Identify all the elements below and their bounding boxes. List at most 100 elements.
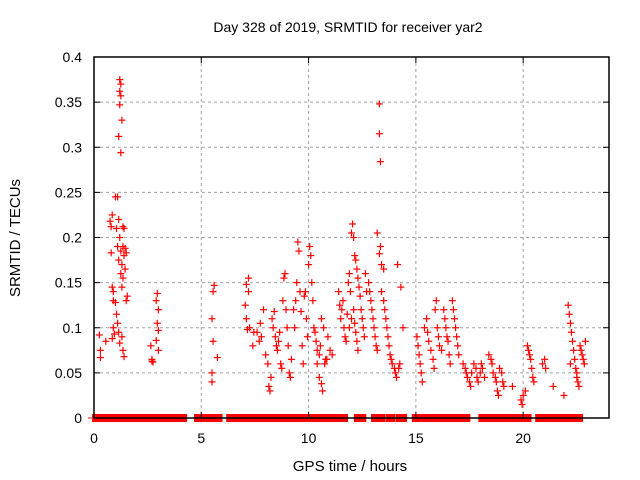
data-point [388, 360, 396, 368]
data-point [115, 215, 123, 223]
y-tick-label: 0.2 [63, 230, 83, 246]
data-point [517, 396, 525, 404]
data-point [429, 355, 437, 363]
data-point [310, 324, 318, 332]
data-point [283, 324, 291, 332]
data-point [354, 346, 362, 354]
data-point [523, 342, 531, 350]
data-point [453, 333, 461, 341]
y-tick-labels: 0 0.05 0.1 0.15 0.2 0.25 0.3 0.35 0.4 [55, 49, 82, 426]
data-point [564, 301, 572, 309]
data-point [209, 288, 217, 296]
data-point [375, 130, 383, 138]
data-point [148, 357, 156, 365]
data-point [279, 297, 287, 305]
data-point [339, 297, 347, 305]
data-point [356, 292, 364, 300]
data-point [494, 391, 502, 399]
data-point [361, 270, 369, 278]
data-point [461, 364, 469, 372]
data-point [395, 364, 403, 372]
data-point [580, 360, 588, 368]
data-point [365, 279, 373, 287]
data-point [265, 382, 273, 390]
data-point [154, 346, 162, 354]
data-point [315, 373, 323, 381]
data-point [352, 328, 360, 336]
data-point [573, 369, 581, 377]
data-point [123, 292, 131, 300]
data-point [292, 297, 300, 305]
data-point [521, 387, 529, 395]
data-point [526, 351, 534, 359]
data-point [275, 337, 283, 345]
data-point [321, 360, 329, 368]
data-point [529, 373, 537, 381]
data-point [468, 369, 476, 377]
data-point [113, 224, 121, 232]
data-point [119, 346, 127, 354]
data-point [114, 193, 122, 201]
y-tick-label: 0 [74, 410, 82, 426]
data-point [153, 289, 161, 297]
data-point [445, 351, 453, 359]
data-point [122, 249, 130, 257]
data-point [108, 211, 116, 219]
data-point [299, 360, 307, 368]
data-point [122, 297, 130, 305]
data-point [476, 369, 484, 377]
data-point [466, 378, 474, 386]
data-point [500, 382, 508, 390]
data-point [282, 306, 290, 314]
data-point [571, 355, 579, 363]
data-point [367, 297, 375, 305]
data-point [498, 369, 506, 377]
data-point [270, 308, 278, 316]
data-point [308, 279, 316, 287]
data-point [451, 315, 458, 323]
data-point [375, 100, 383, 108]
data-point [424, 328, 432, 336]
data-point [420, 324, 428, 332]
data-point [528, 364, 536, 372]
data-point [323, 355, 331, 363]
data-point [116, 87, 124, 95]
data-point [415, 351, 423, 359]
data-point [499, 378, 507, 386]
data-point [477, 360, 485, 368]
data-point [569, 337, 577, 345]
data-point [538, 360, 546, 368]
data-point [393, 373, 401, 381]
data-point [459, 360, 467, 368]
data-point [350, 234, 358, 241]
data-point [496, 364, 504, 372]
data-point [277, 360, 285, 368]
data-point [280, 274, 288, 282]
data-point [570, 346, 578, 354]
data-point [435, 342, 443, 350]
data-point [394, 261, 402, 269]
data-point [272, 342, 280, 350]
data-point [256, 319, 264, 327]
data-point [488, 360, 496, 368]
data-point [107, 223, 115, 231]
data-point [542, 364, 550, 372]
data-point [423, 315, 431, 323]
data-point [242, 280, 250, 288]
data-point [378, 261, 386, 269]
data-point [485, 351, 493, 359]
data-point [118, 333, 126, 341]
data-point [440, 306, 448, 314]
data-point [383, 324, 391, 332]
data-point [355, 283, 363, 291]
data-point [441, 315, 449, 323]
y-axis-label: SRMTID / TECUs [7, 179, 24, 297]
data-point [317, 380, 325, 388]
data-point [245, 274, 252, 282]
data-point [549, 382, 557, 390]
data-point [366, 288, 374, 296]
data-point [147, 342, 155, 350]
data-point [481, 373, 489, 381]
data-point [489, 369, 497, 377]
